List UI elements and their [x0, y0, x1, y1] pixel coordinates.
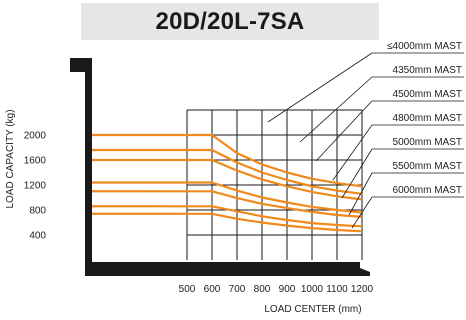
series-line-3 [92, 158, 363, 201]
x-tick-label-1200: 1200 [351, 284, 374, 295]
mast-label-7: 6000mm MAST [393, 185, 462, 196]
chart-title-box: 20D/20L-7SA [81, 3, 379, 40]
x-axis-label: LOAD CENTER (mm) [264, 304, 361, 315]
series-line-1 [92, 133, 363, 188]
x-tick-label-500: 500 [179, 284, 196, 295]
series-line-2 [92, 148, 363, 195]
x-tick-label-600: 600 [204, 284, 221, 295]
mast-label-2: 4350mm MAST [393, 65, 462, 76]
y-tick-label-1600: 1600 [24, 156, 47, 167]
mast-label-6: 5500mm MAST [393, 161, 462, 172]
series-line-6 [91, 205, 363, 228]
series-line-7 [91, 212, 363, 233]
series-line-4 [92, 181, 363, 214]
mast-pointer-4 [332, 124, 373, 181]
y-tick-label-1200: 1200 [24, 181, 47, 192]
mast-pointer-1 [267, 52, 373, 123]
x-tick-label-800: 800 [254, 284, 271, 295]
mast-pointer-3 [315, 100, 373, 162]
x-tick-label-700: 700 [229, 284, 246, 295]
mast-pointer-5 [341, 148, 373, 199]
mast-pointer-2 [299, 76, 373, 143]
y-tick-label-800: 800 [29, 206, 46, 217]
y-tick-label-2000: 2000 [24, 131, 47, 142]
mast-pointer-6 [348, 172, 373, 216]
mast-label-5: 5000mm MAST [393, 137, 462, 148]
chart-ticks: 400 800 1200 1600 2000 500 600 700 800 900 1000 110… [24, 131, 374, 296]
forklift-mast-silhouette [70, 58, 370, 276]
mast-pointer-7 [351, 196, 373, 229]
chart-label-pointers [267, 52, 373, 229]
mast-label-3: 4500mm MAST [393, 89, 462, 100]
chart-grid [186, 109, 363, 260]
y-tick-label-400: 400 [29, 231, 46, 242]
x-tick-label-900: 900 [279, 284, 296, 295]
chart-title: 20D/20L-7SA [155, 7, 305, 35]
series-line-5 [91, 190, 363, 218]
y-axis-label: LOAD CAPACITY (kg) [5, 109, 16, 208]
mast-label-1: ≤4000mm MAST [387, 41, 462, 52]
x-tick-label-1000: 1000 [301, 284, 324, 295]
x-tick-label-1100: 1100 [326, 284, 348, 295]
chart-legend-labels: ≤4000mm MAST 4350mm MAST 4500mm MAST 4800mm… [372, 41, 464, 198]
chart-series [91, 133, 363, 233]
mast-label-4: 4800mm MAST [393, 113, 462, 124]
